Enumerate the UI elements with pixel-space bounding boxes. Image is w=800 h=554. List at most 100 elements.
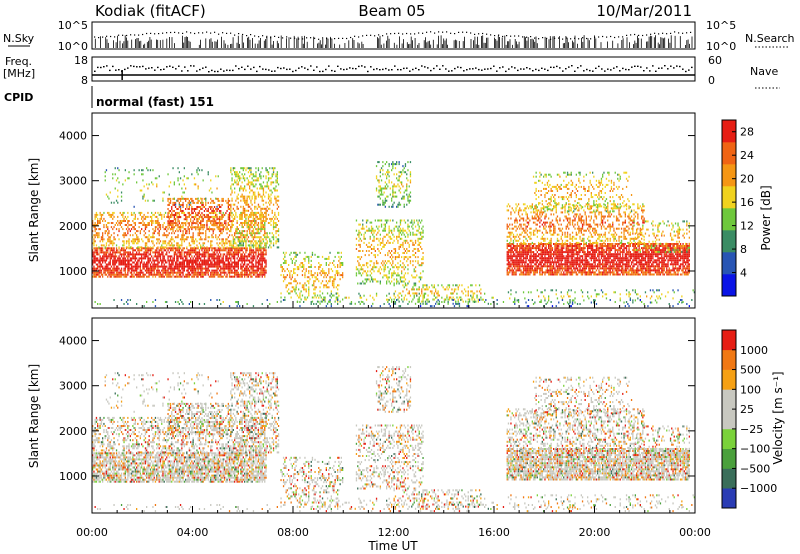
power-cell (227, 199, 229, 202)
power-cell (186, 197, 188, 200)
power-cell (266, 185, 268, 188)
power-cell (236, 275, 238, 278)
power-cell (408, 256, 410, 259)
power-cell (123, 249, 125, 252)
power-cell (152, 232, 154, 235)
power-cell (316, 278, 319, 281)
power-cell (275, 189, 277, 192)
power-cell (104, 179, 106, 182)
power-cell (252, 193, 255, 196)
power-cell (124, 169, 126, 172)
power-cell (186, 218, 188, 221)
power-cell (179, 238, 182, 241)
power-cell (134, 228, 136, 231)
power-cell (137, 265, 139, 268)
power-cell (99, 249, 101, 252)
power-cell (124, 257, 126, 260)
power-cell (208, 230, 211, 233)
power-cell (227, 269, 229, 272)
power-cell (171, 244, 173, 247)
power-cell (133, 211, 135, 214)
power-cell (172, 228, 174, 231)
power-cell (112, 247, 114, 250)
power-cell (103, 211, 105, 214)
power-cell (271, 217, 273, 220)
search-noise-point (510, 35, 512, 37)
power-cell (295, 251, 297, 254)
power-cell (119, 251, 121, 254)
power-cell (267, 177, 270, 180)
power-cell (403, 248, 405, 250)
power-cell (235, 242, 237, 245)
power-cell (144, 251, 147, 254)
power-cell (328, 264, 330, 266)
power-cell (293, 251, 295, 254)
power-cell (289, 276, 291, 279)
power-cell (311, 296, 314, 299)
power-cell (326, 292, 329, 295)
power-cell (236, 207, 238, 210)
power-cell (151, 222, 153, 224)
power-cell (216, 238, 218, 241)
power-cell (378, 239, 380, 242)
power-cell (213, 249, 216, 252)
power-cell (311, 284, 314, 287)
power-cell (169, 267, 172, 270)
power-cell (200, 267, 202, 270)
power-cell (161, 261, 163, 264)
power-cell (114, 275, 116, 278)
search-noise-point (414, 33, 416, 35)
power-cell (244, 269, 246, 272)
nave-point (418, 69, 420, 71)
power-cell (311, 253, 314, 256)
power-cell (183, 261, 185, 264)
power-cell (398, 231, 400, 234)
power-cell (329, 251, 331, 254)
power-cell (392, 272, 394, 275)
power-cell (158, 222, 160, 224)
power-cell (104, 273, 106, 276)
power-cell (188, 259, 190, 262)
nave-point (148, 67, 150, 69)
power-cell (239, 244, 241, 247)
search-noise-point (634, 33, 636, 36)
power-cell (188, 232, 190, 235)
power-cell (197, 232, 199, 235)
power-cell (134, 267, 136, 270)
power-cell (392, 219, 394, 222)
power-cell (261, 167, 263, 170)
power-cell (205, 255, 207, 258)
power-cell (256, 255, 258, 258)
power-cell (231, 215, 233, 218)
power-cell (129, 234, 131, 237)
power-cell (162, 246, 164, 249)
power-cell (208, 220, 211, 222)
power-cell (133, 257, 135, 260)
power-cell (153, 259, 155, 262)
power-cell (291, 286, 293, 289)
power-cell (228, 249, 231, 252)
power-cell (383, 274, 385, 277)
power-cell (237, 251, 239, 254)
power-cell (417, 223, 419, 226)
power-cell (128, 247, 130, 250)
power-cell (260, 267, 262, 270)
power-cell (161, 246, 163, 249)
power-cell (185, 222, 187, 225)
power-cell (169, 181, 172, 184)
power-cell (251, 255, 253, 258)
nave-point (631, 66, 633, 68)
power-cell (388, 272, 390, 275)
power-cell (187, 228, 189, 231)
power-cell (234, 261, 236, 264)
power-cell (216, 271, 218, 274)
power-cell (375, 237, 378, 240)
power-cell (398, 235, 400, 238)
power-cell (326, 257, 329, 260)
power-cell (187, 197, 189, 200)
power-cell (305, 270, 307, 273)
power-cell (185, 232, 187, 235)
power-cell (142, 240, 144, 243)
power-cell (166, 230, 168, 233)
power-cell (156, 273, 158, 276)
